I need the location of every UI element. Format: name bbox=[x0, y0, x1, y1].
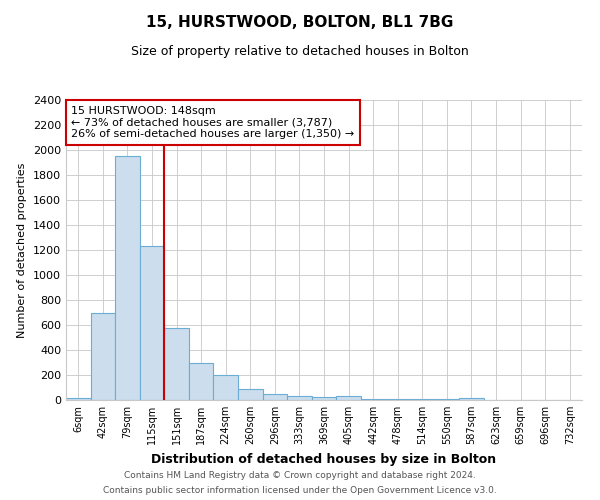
Text: 15 HURSTWOOD: 148sqm
← 73% of detached houses are smaller (3,787)
26% of semi-de: 15 HURSTWOOD: 148sqm ← 73% of detached h… bbox=[71, 106, 355, 139]
Text: Size of property relative to detached houses in Bolton: Size of property relative to detached ho… bbox=[131, 45, 469, 58]
Bar bbox=[312, 397, 336, 400]
Bar bbox=[189, 362, 214, 400]
Text: Contains HM Land Registry data © Crown copyright and database right 2024.: Contains HM Land Registry data © Crown c… bbox=[124, 471, 476, 480]
Bar bbox=[238, 389, 263, 400]
Bar bbox=[287, 396, 312, 400]
Bar bbox=[214, 375, 238, 400]
Y-axis label: Number of detached properties: Number of detached properties bbox=[17, 162, 28, 338]
Bar bbox=[164, 328, 189, 400]
X-axis label: Distribution of detached houses by size in Bolton: Distribution of detached houses by size … bbox=[151, 452, 497, 466]
Bar bbox=[336, 396, 361, 400]
Bar bbox=[91, 312, 115, 400]
Bar bbox=[66, 398, 91, 400]
Bar bbox=[140, 246, 164, 400]
Bar bbox=[263, 394, 287, 400]
Bar bbox=[115, 156, 140, 400]
Text: 15, HURSTWOOD, BOLTON, BL1 7BG: 15, HURSTWOOD, BOLTON, BL1 7BG bbox=[146, 15, 454, 30]
Bar bbox=[459, 398, 484, 400]
Bar bbox=[361, 399, 385, 400]
Text: Contains public sector information licensed under the Open Government Licence v3: Contains public sector information licen… bbox=[103, 486, 497, 495]
Bar bbox=[385, 399, 410, 400]
